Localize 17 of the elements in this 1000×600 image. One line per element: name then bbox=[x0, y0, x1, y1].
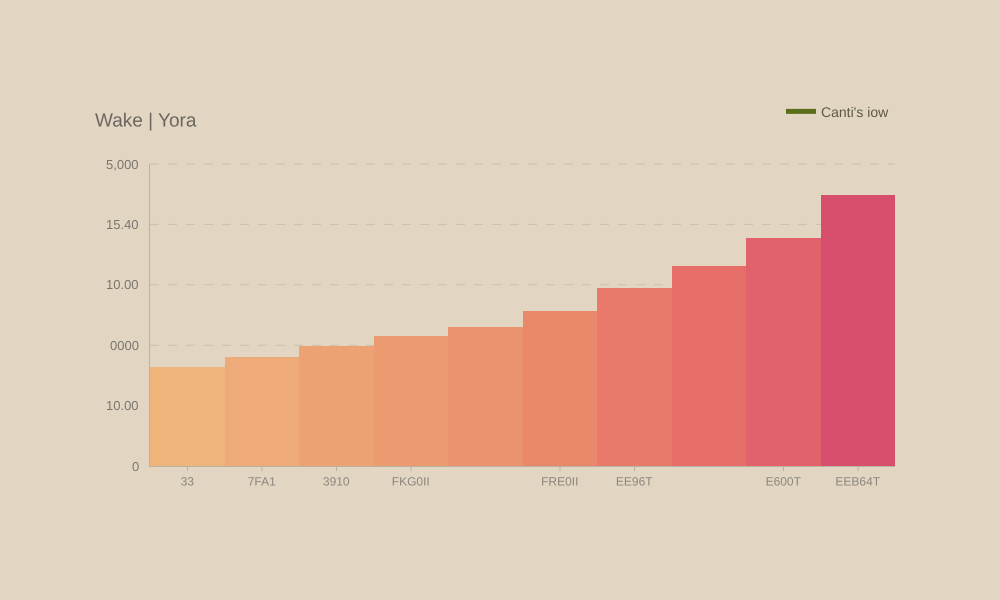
x-tick-label: EEB64T bbox=[835, 474, 881, 488]
text: 5,000 bbox=[106, 157, 139, 172]
chart-title: Wake | Yora bbox=[95, 110, 197, 132]
text: 10.00 bbox=[106, 398, 139, 413]
x-tick-label: 7FA1 bbox=[248, 474, 276, 488]
x-tick-label: EE96T bbox=[616, 474, 654, 488]
text: 0000 bbox=[110, 338, 139, 353]
bar bbox=[821, 195, 895, 466]
text: Canti's iow bbox=[821, 104, 890, 120]
x-tick-label: 33 bbox=[180, 474, 194, 488]
x-tick-label: E600T bbox=[766, 474, 802, 488]
x-tick-label: FRE0II bbox=[541, 474, 578, 488]
text: 10.00 bbox=[106, 277, 139, 292]
x-tick-label: 3910 bbox=[322, 474, 350, 488]
text: 0 bbox=[132, 459, 140, 474]
x-tick-label: FKG0II bbox=[392, 474, 430, 488]
text: 15.40 bbox=[106, 217, 139, 232]
